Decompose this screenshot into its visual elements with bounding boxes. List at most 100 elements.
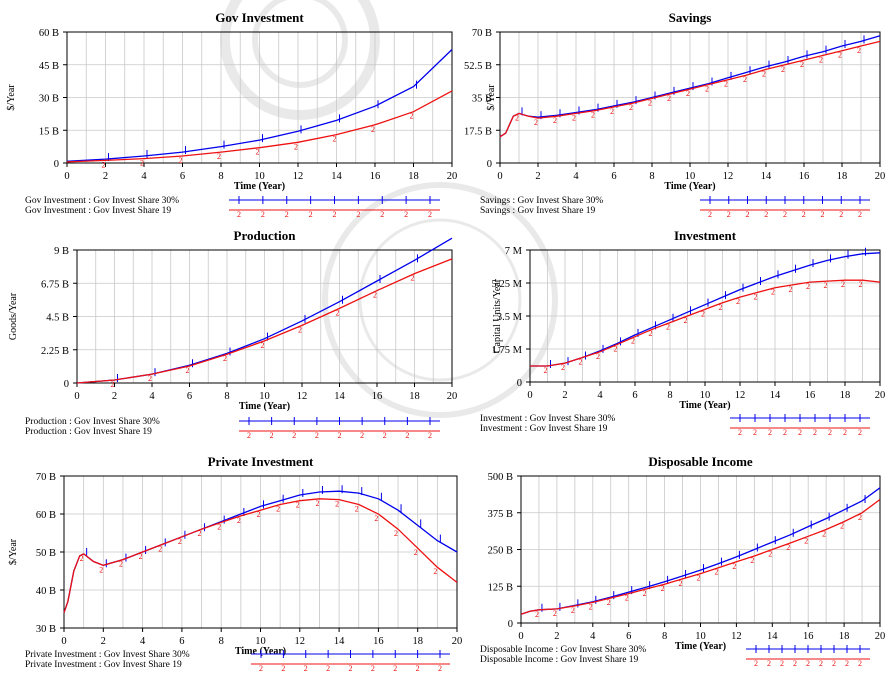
series-marker-2: 2	[394, 529, 398, 538]
legend-marker-2: 2	[259, 664, 263, 673]
series-marker-2: 2	[771, 288, 775, 297]
series-marker-2: 2	[333, 135, 337, 144]
series-marker-2: 2	[806, 282, 810, 291]
y-tick-label: 0	[517, 378, 522, 389]
charts-layer: Gov Investment 0 15 B 30 B 45 B 60 B 0 2 4 6 8 10 12…	[6, 10, 885, 673]
series-marker-2: 2	[804, 536, 808, 545]
series-marker-2: 2	[99, 565, 103, 574]
legend-marker-2: 2	[768, 428, 772, 437]
x-tick-label: 10	[700, 390, 711, 401]
series-marker-2: 2	[111, 380, 115, 389]
series-marker-2: 2	[572, 113, 576, 122]
legend-label-1: Investment : Gov Invest Share 30%	[480, 414, 615, 424]
series-marker-2: 2	[648, 98, 652, 107]
chart-title: Gov Investment	[215, 10, 304, 25]
series-marker-2: 2	[697, 574, 701, 583]
series-marker-2: 2	[198, 529, 202, 538]
y-tick-label: 375 B	[488, 509, 513, 520]
x-tick-label: 8	[662, 631, 667, 642]
x-axis-label: Time (Year)	[234, 181, 285, 192]
x-tick-label: 4	[140, 636, 146, 647]
y-tick-label: 40 B	[36, 586, 56, 597]
series-marker-2: 2	[515, 113, 519, 122]
series-marker-2: 2	[857, 46, 861, 55]
plot-frame	[529, 249, 881, 383]
series-marker-2: 2	[139, 552, 143, 561]
series-marker-2: 2	[768, 550, 772, 559]
series-marker-2: 2	[643, 589, 647, 598]
x-tick-label: 4	[597, 390, 603, 401]
series-marker-2: 2	[736, 297, 740, 306]
y-tick-label: 30 B	[39, 94, 59, 105]
legend-marker-2: 2	[360, 431, 364, 440]
series-marker-2: 2	[762, 69, 766, 78]
chart-gov_investment: Gov Investment 0 15 B 30 B 45 B 60 B 0 2 4 6 8 10 12…	[6, 10, 457, 219]
y-tick-label: 2.25 B	[41, 346, 69, 357]
legend-marker-2: 2	[383, 431, 387, 440]
series-marker-2: 2	[666, 323, 670, 332]
series-line-1	[66, 49, 453, 162]
legend-marker-2: 2	[285, 210, 289, 219]
x-tick-label: 10	[695, 631, 706, 642]
legend-marker-2: 2	[428, 431, 432, 440]
series-marker-2: 2	[223, 354, 227, 363]
x-tick-label: 18	[412, 636, 423, 647]
legend-label-1: Production : Gov Invest Share 30%	[25, 417, 160, 427]
legend-label-1: Disposable Income : Gov Invest Share 30%	[480, 645, 646, 655]
series-marker-2: 2	[596, 352, 600, 361]
series-marker-2: 2	[579, 357, 583, 366]
chart-title: Production	[234, 228, 297, 243]
legend-marker-2: 2	[380, 210, 384, 219]
legend-label-2: Private Investment : Gov Invest Share 19	[25, 660, 182, 670]
legend-label-2: Investment : Gov Invest Share 19	[480, 424, 608, 434]
y-tick-label: 500 B	[488, 472, 513, 483]
y-axis-label: Capital Units/Year	[492, 278, 503, 353]
y-tick-label: 17.5 B	[464, 126, 492, 137]
x-tick-label: 14	[767, 631, 778, 642]
legend-marker-2: 2	[839, 210, 843, 219]
series-marker-2: 2	[179, 156, 183, 165]
series-marker-2: 2	[649, 329, 653, 338]
y-tick-label: 3.5 M	[497, 312, 523, 323]
series-marker-2: 2	[535, 610, 539, 619]
x-tick-label: 8	[649, 171, 654, 182]
x-tick-label: 12	[735, 390, 746, 401]
x-tick-label: 20	[875, 171, 886, 182]
legend-marker-2: 2	[754, 659, 758, 668]
x-tick-label: 12	[295, 636, 306, 647]
legend-marker-2: 2	[845, 659, 849, 668]
series-marker-2: 2	[355, 505, 359, 514]
series-marker-2: 2	[335, 500, 339, 509]
x-tick-label: 18	[837, 171, 848, 182]
x-tick-label: 0	[61, 636, 66, 647]
series-marker-2: 2	[743, 75, 747, 84]
legend-marker-2: 2	[404, 210, 408, 219]
series-marker-2: 2	[754, 292, 758, 301]
series-marker-2: 2	[373, 291, 377, 300]
plot-frame	[499, 31, 881, 164]
chart-savings: Savings 0 17.5 B 35 B 52.5 B 70 B 0 2 4 6 8 10 12 14 1…	[464, 10, 885, 219]
x-tick-label: 18	[839, 631, 850, 642]
legend-marker-2: 2	[326, 664, 330, 673]
series-line-2	[530, 279, 881, 367]
series-marker-2: 2	[614, 344, 618, 353]
series-marker-2: 2	[119, 560, 123, 569]
series-marker-2: 2	[781, 65, 785, 74]
series-marker-2: 2	[661, 584, 665, 593]
series-marker-2: 2	[256, 148, 260, 157]
series-marker-2: 2	[410, 112, 414, 121]
series-marker-2: 2	[374, 514, 378, 523]
series-marker-2: 2	[158, 544, 162, 553]
y-tick-label: 0	[54, 159, 59, 170]
series-marker-2: 2	[822, 530, 826, 539]
series-marker-2: 2	[553, 116, 557, 125]
series-marker-2: 2	[294, 142, 298, 151]
x-tick-label: 8	[224, 391, 229, 402]
x-tick-label: 18	[408, 171, 419, 182]
legend-marker-2: 2	[315, 431, 319, 440]
series-line-2	[76, 258, 453, 384]
x-tick-label: 18	[840, 390, 851, 401]
series-marker-2: 2	[629, 103, 633, 112]
x-tick-label: 16	[805, 390, 816, 401]
